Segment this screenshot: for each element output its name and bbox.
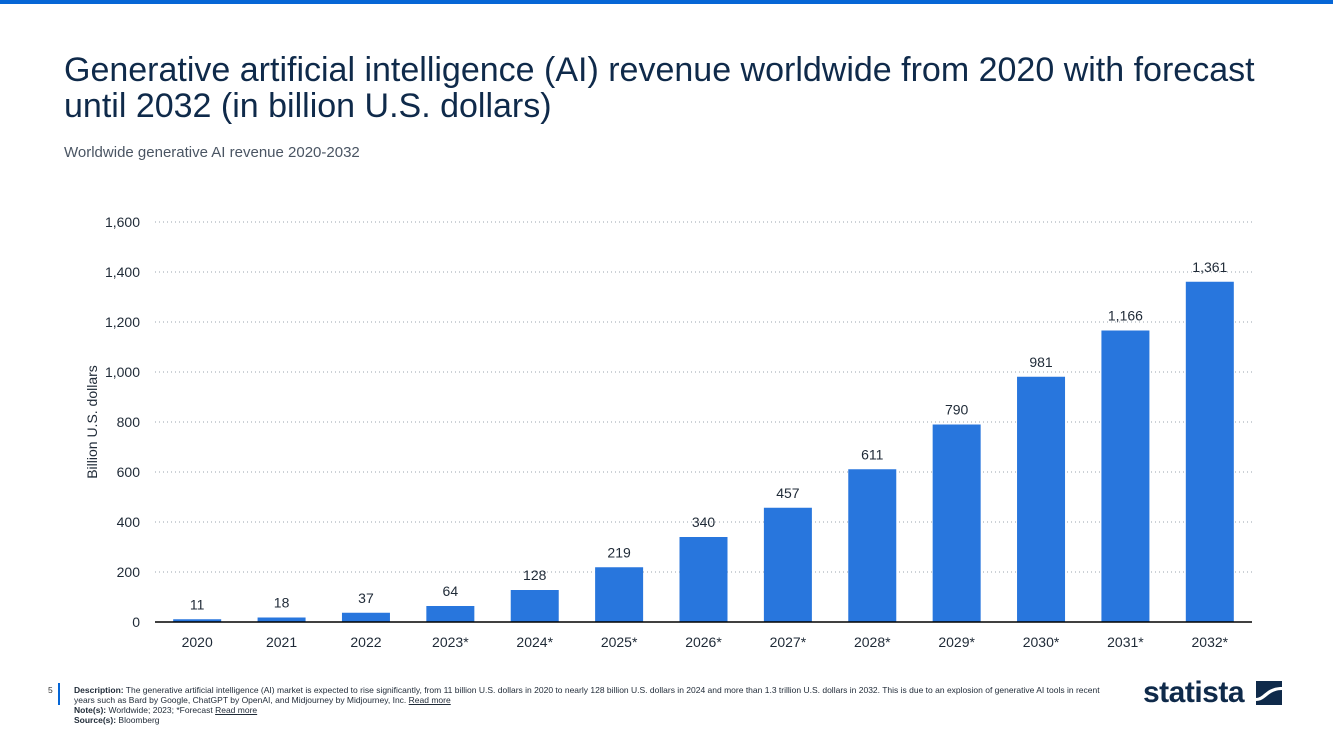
bar-2032*[interactable] [1185, 281, 1234, 622]
bar-2025*[interactable] [595, 567, 644, 622]
y-tick-label: 400 [117, 514, 141, 530]
x-tick-label: 2028* [854, 634, 891, 650]
data-label: 340 [692, 514, 716, 530]
bar-2027*[interactable] [763, 507, 812, 622]
statista-logo-icon [1255, 681, 1282, 705]
sources-label: Source(s): [74, 715, 117, 725]
y-tick-label: 0 [132, 614, 140, 630]
y-tick-label: 1,400 [105, 264, 140, 280]
read-more-link-notes[interactable]: Read more [215, 705, 258, 715]
bar-chart: 0 200 400 600 800 1,000 1,200 1,400 1,600 Billion… [84, 214, 1252, 650]
read-more-link[interactable]: Read more [408, 695, 451, 705]
sources-text: Bloomberg [116, 715, 160, 725]
data-label: 457 [776, 485, 800, 501]
y-tick-label: 800 [117, 414, 141, 430]
x-tick-label: 2023* [432, 634, 469, 650]
data-label: 64 [443, 583, 459, 599]
x-tick-label: 2021 [266, 634, 297, 650]
bar-2026*[interactable] [679, 537, 728, 622]
x-tick-label: 2020 [182, 634, 213, 650]
x-tick-label: 2032* [1192, 634, 1229, 650]
x-tick-label: 2026* [685, 634, 722, 650]
data-label: 18 [274, 595, 290, 611]
data-label: 128 [523, 567, 547, 583]
top-accent-bar [0, 0, 1333, 4]
data-label: 1,361 [1192, 259, 1227, 275]
data-label: 981 [1029, 354, 1053, 370]
bar-2023*[interactable] [426, 606, 475, 622]
y-tick-label: 600 [117, 464, 141, 480]
data-label: 790 [945, 402, 969, 418]
footer-notes: Description: The generative artificial i… [74, 685, 1104, 725]
x-tick-label: 2031* [1107, 634, 1144, 650]
description-text: The generative artificial intelligence (… [74, 685, 1100, 705]
bar-2030*[interactable] [1017, 376, 1066, 622]
x-tick-label: 2030* [1023, 634, 1060, 650]
chart-title: Generative artificial intelligence (AI) … [64, 51, 1255, 125]
y-tick-label: 1,000 [105, 364, 140, 380]
description-label: Description: [74, 685, 124, 695]
data-label: 611 [861, 446, 884, 462]
y-tick-label: 1,600 [105, 214, 140, 230]
bar-2020[interactable] [173, 619, 222, 622]
bar-2022[interactable] [341, 612, 390, 622]
bar-2031*[interactable] [1101, 330, 1150, 623]
y-tick-label: 1,200 [105, 314, 140, 330]
data-label: 37 [358, 590, 374, 606]
page-number: 5 [48, 685, 53, 695]
bar-2029*[interactable] [932, 424, 981, 623]
data-label: 219 [607, 544, 631, 560]
y-tick-label: 200 [117, 564, 141, 580]
footer-accent [58, 683, 60, 705]
notes-text: Worldwide; 2023; *Forecast [106, 705, 216, 715]
notes-label: Note(s): [74, 705, 107, 715]
bar-2024*[interactable] [510, 590, 559, 622]
x-tick-label: 2025* [601, 634, 638, 650]
chart-subtitle: Worldwide generative AI revenue 2020-203… [64, 144, 360, 161]
bar-2021[interactable] [257, 617, 306, 623]
statista-logo[interactable]: statista [1143, 676, 1282, 710]
y-axis-label: Billion U.S. dollars [84, 365, 100, 479]
x-tick-label: 2027* [770, 634, 807, 650]
x-tick-label: 2024* [516, 634, 553, 650]
data-label: 1,166 [1108, 308, 1143, 324]
bar-2028*[interactable] [848, 469, 897, 622]
data-label: 11 [190, 596, 205, 612]
x-tick-label: 2022 [350, 634, 381, 650]
x-tick-label: 2029* [938, 634, 975, 650]
